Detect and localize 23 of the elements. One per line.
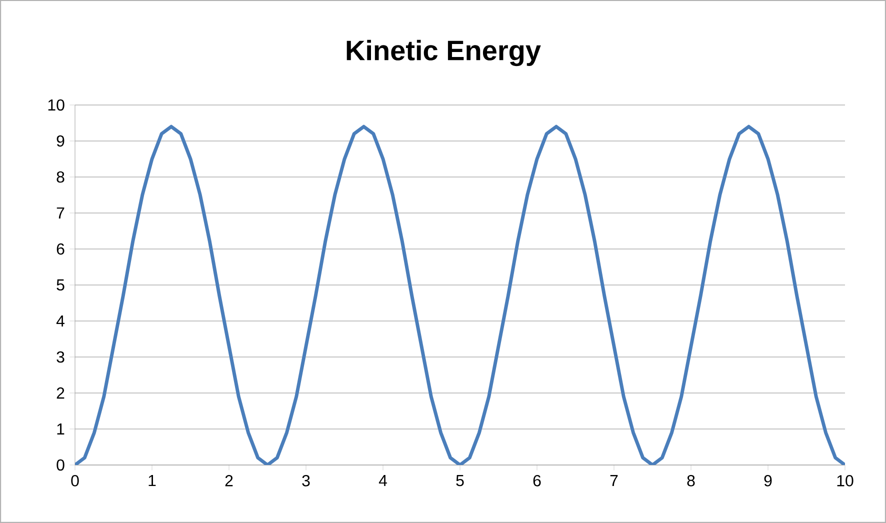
- x-tick-label: 10: [837, 475, 854, 486]
- x-tick-label: 8: [687, 475, 695, 486]
- y-tick-label: 10: [48, 99, 64, 111]
- y-tick-label: 8: [56, 171, 64, 183]
- x-tick-label: 3: [302, 475, 310, 486]
- x-tick-label: 0: [71, 475, 79, 486]
- y-tick-label: 1: [57, 423, 64, 434]
- y-tick-label: 5: [56, 279, 64, 291]
- x-tick-label: 6: [533, 475, 541, 486]
- y-tick-label: 9: [56, 135, 64, 147]
- y-tick-label: 6: [56, 243, 64, 255]
- x-tick-label: 4: [378, 475, 387, 486]
- y-tick-label: 3: [56, 351, 64, 363]
- y-tick-label: 2: [56, 387, 64, 399]
- x-tick-label: 2: [225, 475, 233, 486]
- x-tick-label: 9: [764, 475, 772, 486]
- x-tick-label: 5: [456, 475, 464, 486]
- x-tick-label: 1: [148, 475, 156, 486]
- chart-title: Kinetic Energy: [346, 40, 541, 66]
- y-tick-label: 7: [56, 207, 64, 218]
- y-tick-label: 4: [56, 315, 64, 326]
- x-tick-label: 7: [610, 475, 618, 486]
- y-tick-label: 0: [56, 459, 64, 471]
